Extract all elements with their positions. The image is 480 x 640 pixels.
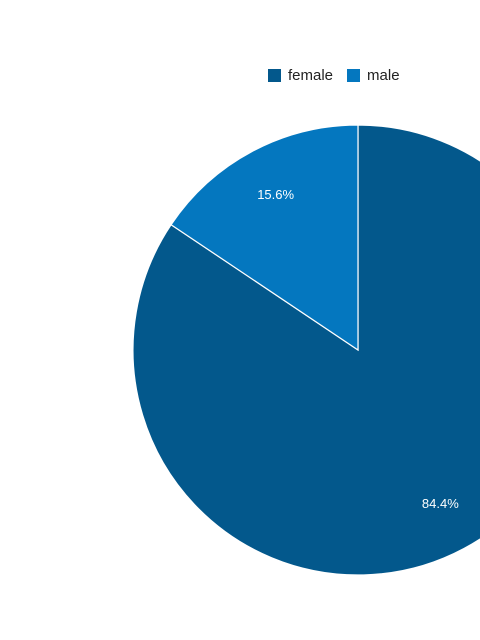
legend-item-male[interactable]: male [347, 67, 400, 84]
legend-item-female[interactable]: female [268, 67, 333, 84]
pie-slices [132, 124, 480, 576]
chart-legend: female male [268, 67, 400, 84]
legend-swatch-female [268, 69, 281, 82]
legend-label-female: female [288, 67, 334, 84]
pie-label-male: 15.6% [257, 187, 294, 202]
pie-slice-labels: 84.4% 15.6% [257, 187, 459, 511]
legend-label-male: male [367, 67, 400, 84]
pie-slice-female[interactable] [132, 124, 480, 576]
pie-slice-male[interactable] [170, 124, 359, 352]
legend-swatch-male [347, 69, 361, 82]
pie-label-female: 84.4% [422, 496, 459, 511]
